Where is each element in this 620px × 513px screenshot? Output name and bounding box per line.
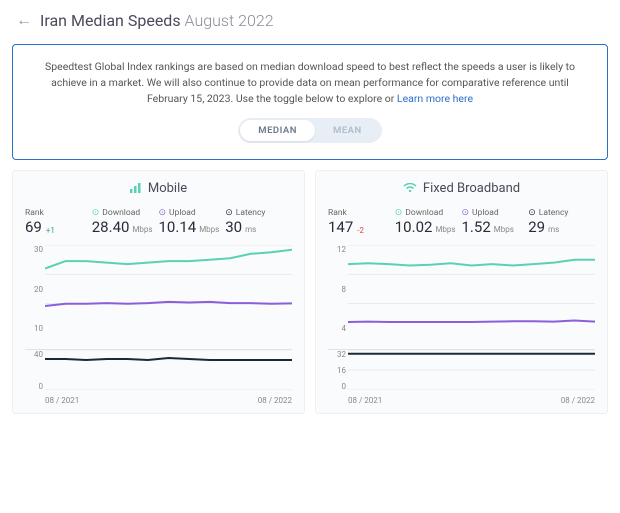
mobile-download-value: 28.40 (92, 220, 130, 235)
mobile-speed-yticks: 302010 (25, 245, 43, 333)
xaxis-start: 08 / 2021 (45, 396, 79, 405)
download-label: Download (102, 208, 140, 218)
latency-icon: ⊙ (528, 208, 536, 218)
fixed-latency-stat: ⊙Latency 29ms (528, 208, 595, 235)
mobile-upload-value: 10.14 (159, 220, 197, 235)
latency-label: Latency (236, 208, 266, 218)
mobile-latency-svg (45, 350, 292, 390)
fixed-upload-value: 1.52 (462, 220, 491, 235)
mobile-latency-value: 30 (225, 220, 242, 235)
upload-label: Upload (169, 208, 196, 218)
mbps-unit: Mbps (199, 226, 219, 234)
mobile-download-stat: ⊙Download 28.40Mbps (92, 208, 159, 235)
mobile-heading: Mobile (25, 181, 292, 196)
fixed-latency-value: 29 (528, 220, 545, 235)
fixed-upload-stat: ⊙Upload 1.52Mbps (462, 208, 529, 235)
info-box: Speedtest Global Index rankings are base… (12, 44, 608, 160)
fixed-latency-chart: 32160 08 / 2021 08 / 2022 (328, 349, 595, 405)
fixed-download-stat: ⊙Download 10.02Mbps (395, 208, 462, 235)
fixed-speed-svg (348, 245, 595, 333)
mobile-rank-delta: +1 (46, 227, 55, 235)
fixed-rank-stat: Rank 147 -2 (328, 208, 395, 235)
fixed-title-text: Fixed Broadband (423, 181, 520, 196)
page-title: Iran Median Speeds August 2022 (40, 11, 274, 30)
latency-icon: ⊙ (225, 208, 233, 218)
mobile-panel: Mobile Rank 69+1 ⊙Download 28.40Mbps ⊙Up… (12, 170, 305, 414)
fixed-latency-yticks: 32160 (328, 350, 346, 391)
mbps-unit: Mbps (435, 226, 455, 234)
mobile-latency-stat: ⊙Latency 30ms (225, 208, 292, 235)
mobile-rank-stat: Rank 69 +1 (25, 208, 92, 235)
wifi-icon (403, 182, 417, 196)
xaxis-end: 08 / 2022 (561, 396, 595, 405)
latency-label: Latency (539, 208, 569, 218)
mobile-upload-stat: ⊙Upload 10.14Mbps (159, 208, 226, 235)
mobile-title-text: Mobile (148, 181, 187, 196)
rank-label: Rank (328, 208, 347, 218)
info-text-body: Speedtest Global Index rankings are base… (45, 60, 575, 105)
fixed-download-value: 10.02 (395, 220, 433, 235)
upload-icon: ⊙ (462, 208, 470, 218)
info-text: Speedtest Global Index rankings are base… (31, 59, 589, 106)
ms-unit: ms (548, 226, 559, 234)
fixed-latency-svg (348, 350, 595, 390)
fixed-speed-chart: 1284 (328, 245, 595, 347)
mobile-speed-svg (45, 245, 292, 333)
title-date: August 2022 (185, 11, 274, 30)
title-prefix: Iran Median Speeds (40, 11, 181, 30)
upload-icon: ⊙ (159, 208, 167, 218)
download-icon: ⊙ (92, 208, 100, 218)
fixed-panel: Fixed Broadband Rank 147-2 ⊙Download 10.… (315, 170, 608, 414)
back-arrow-icon[interactable]: ← (16, 10, 32, 30)
toggle-mean[interactable]: MEAN (315, 120, 380, 141)
fixed-rank-value: 147 (328, 220, 353, 235)
mobile-speed-chart: 302010 (25, 245, 292, 347)
learn-more-link[interactable]: Learn more here (397, 92, 473, 105)
mbps-unit: Mbps (132, 226, 152, 234)
rank-label: Rank (25, 208, 44, 218)
xaxis-start: 08 / 2021 (348, 396, 382, 405)
mbps-unit: Mbps (494, 226, 514, 234)
download-icon: ⊙ (395, 208, 403, 218)
fixed-heading: Fixed Broadband (328, 181, 595, 196)
fixed-rank-delta: -2 (357, 227, 364, 235)
mobile-latency-chart: 400 08 / 2021 08 / 2022 (25, 349, 292, 405)
xaxis-end: 08 / 2022 (258, 396, 292, 405)
download-label: Download (405, 208, 443, 218)
ms-unit: ms (245, 226, 256, 234)
mobile-rank-value: 69 (25, 220, 42, 235)
mobile-bars-icon (130, 182, 142, 196)
median-mean-toggle[interactable]: MEDIAN MEAN (238, 118, 381, 143)
fixed-speed-yticks: 1284 (328, 245, 346, 333)
mobile-latency-yticks: 400 (25, 350, 43, 391)
upload-label: Upload (472, 208, 499, 218)
toggle-median[interactable]: MEDIAN (240, 120, 315, 141)
